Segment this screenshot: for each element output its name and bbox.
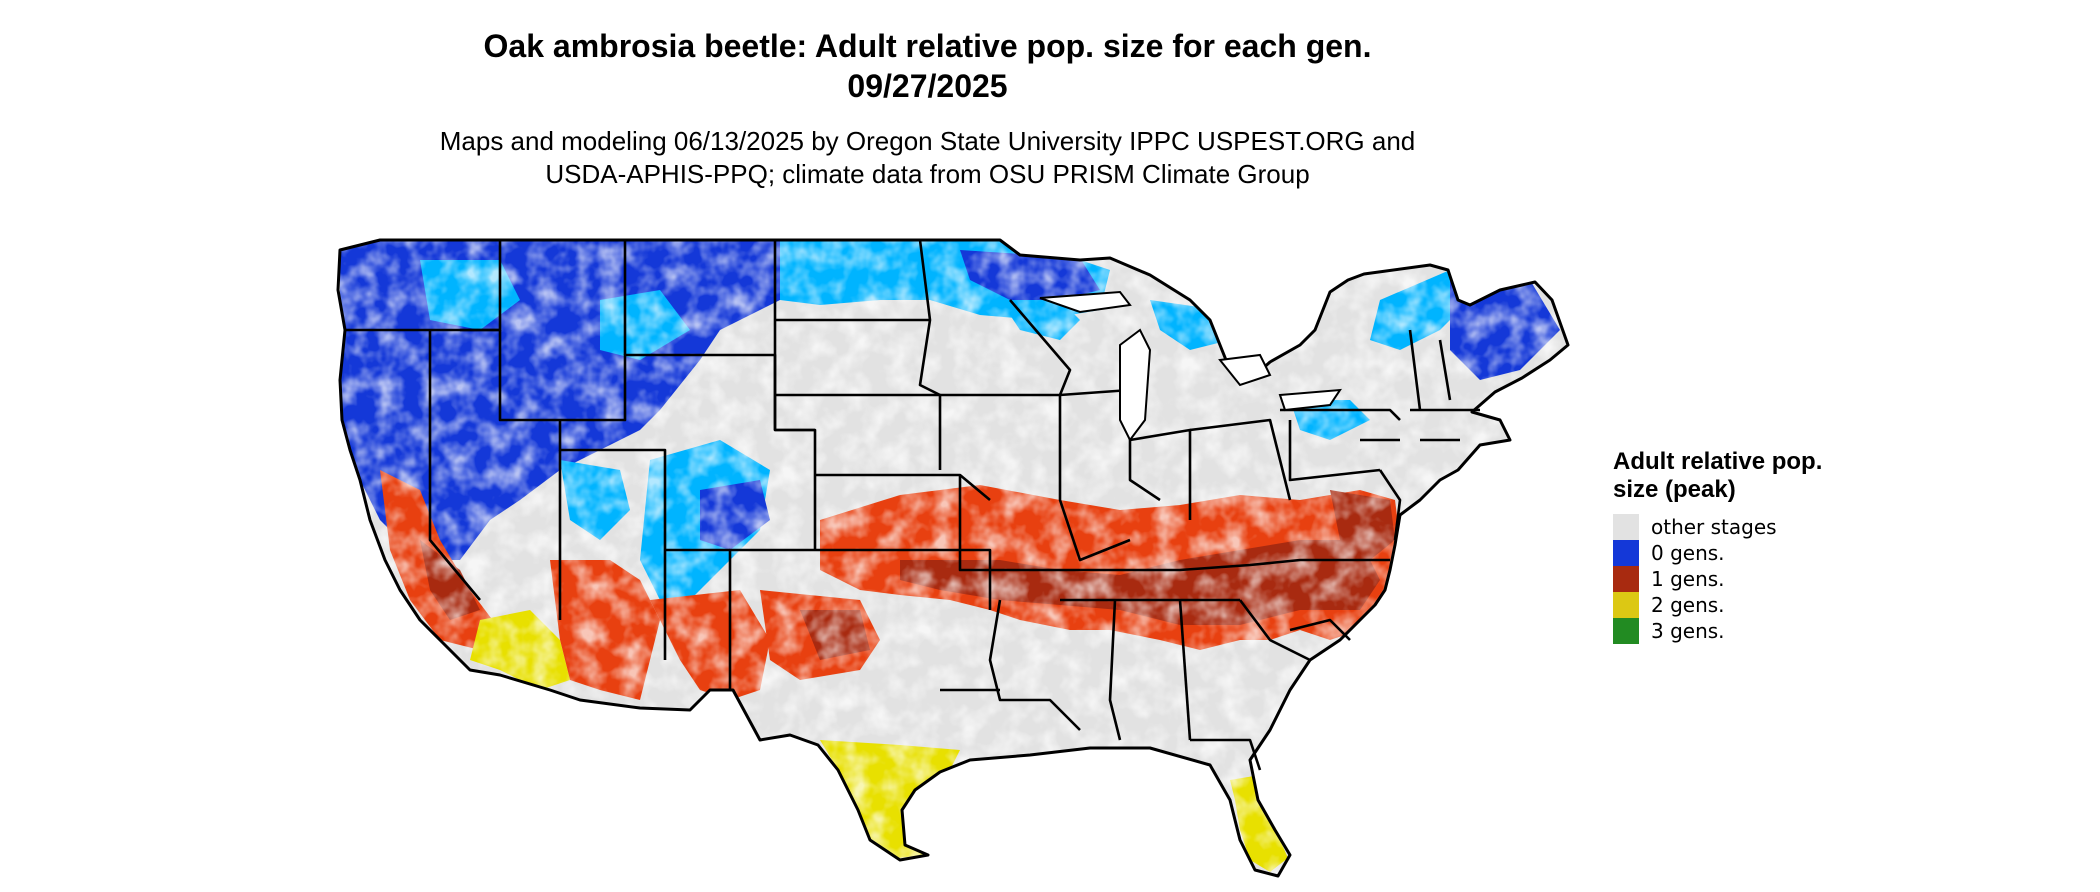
map-legend: Adult relative pop. size (peak) other st… bbox=[1613, 448, 1833, 644]
legend-swatch bbox=[1613, 540, 1639, 566]
legend-item: 0 gens. bbox=[1613, 540, 1833, 566]
us-population-map bbox=[336, 238, 1570, 878]
map-credit-line2: USDA-APHIS-PPQ; climate data from OSU PR… bbox=[545, 159, 1310, 189]
map-date: 09/27/2025 bbox=[847, 68, 1008, 104]
great-lakes bbox=[1039, 290, 1342, 442]
legend-label: 3 gens. bbox=[1651, 619, 1725, 643]
legend-swatch bbox=[1613, 618, 1639, 644]
map-title: Oak ambrosia beetle: Adult relative pop.… bbox=[483, 28, 1372, 64]
legend-item: 3 gens. bbox=[1613, 618, 1833, 644]
legend-label: other stages bbox=[1651, 515, 1777, 539]
legend-label: 0 gens. bbox=[1651, 541, 1725, 565]
legend-swatch bbox=[1613, 514, 1639, 540]
map-credit-line1: Maps and modeling 06/13/2025 by Oregon S… bbox=[439, 126, 1416, 156]
legend-item: other stages bbox=[1613, 514, 1833, 540]
legend-item: 2 gens. bbox=[1613, 592, 1833, 618]
legend-label: 1 gens. bbox=[1651, 567, 1725, 591]
legend-items: other stages 0 gens. 1 gens. 2 gens. 3 gens. bbox=[1613, 514, 1833, 644]
legend-title: Adult relative pop. size (peak) bbox=[1613, 448, 1823, 503]
legend-label: 2 gens. bbox=[1651, 593, 1725, 617]
legend-swatch bbox=[1613, 566, 1639, 592]
legend-item: 1 gens. bbox=[1613, 566, 1833, 592]
state-boundaries bbox=[336, 238, 1570, 878]
legend-swatch bbox=[1613, 592, 1639, 618]
